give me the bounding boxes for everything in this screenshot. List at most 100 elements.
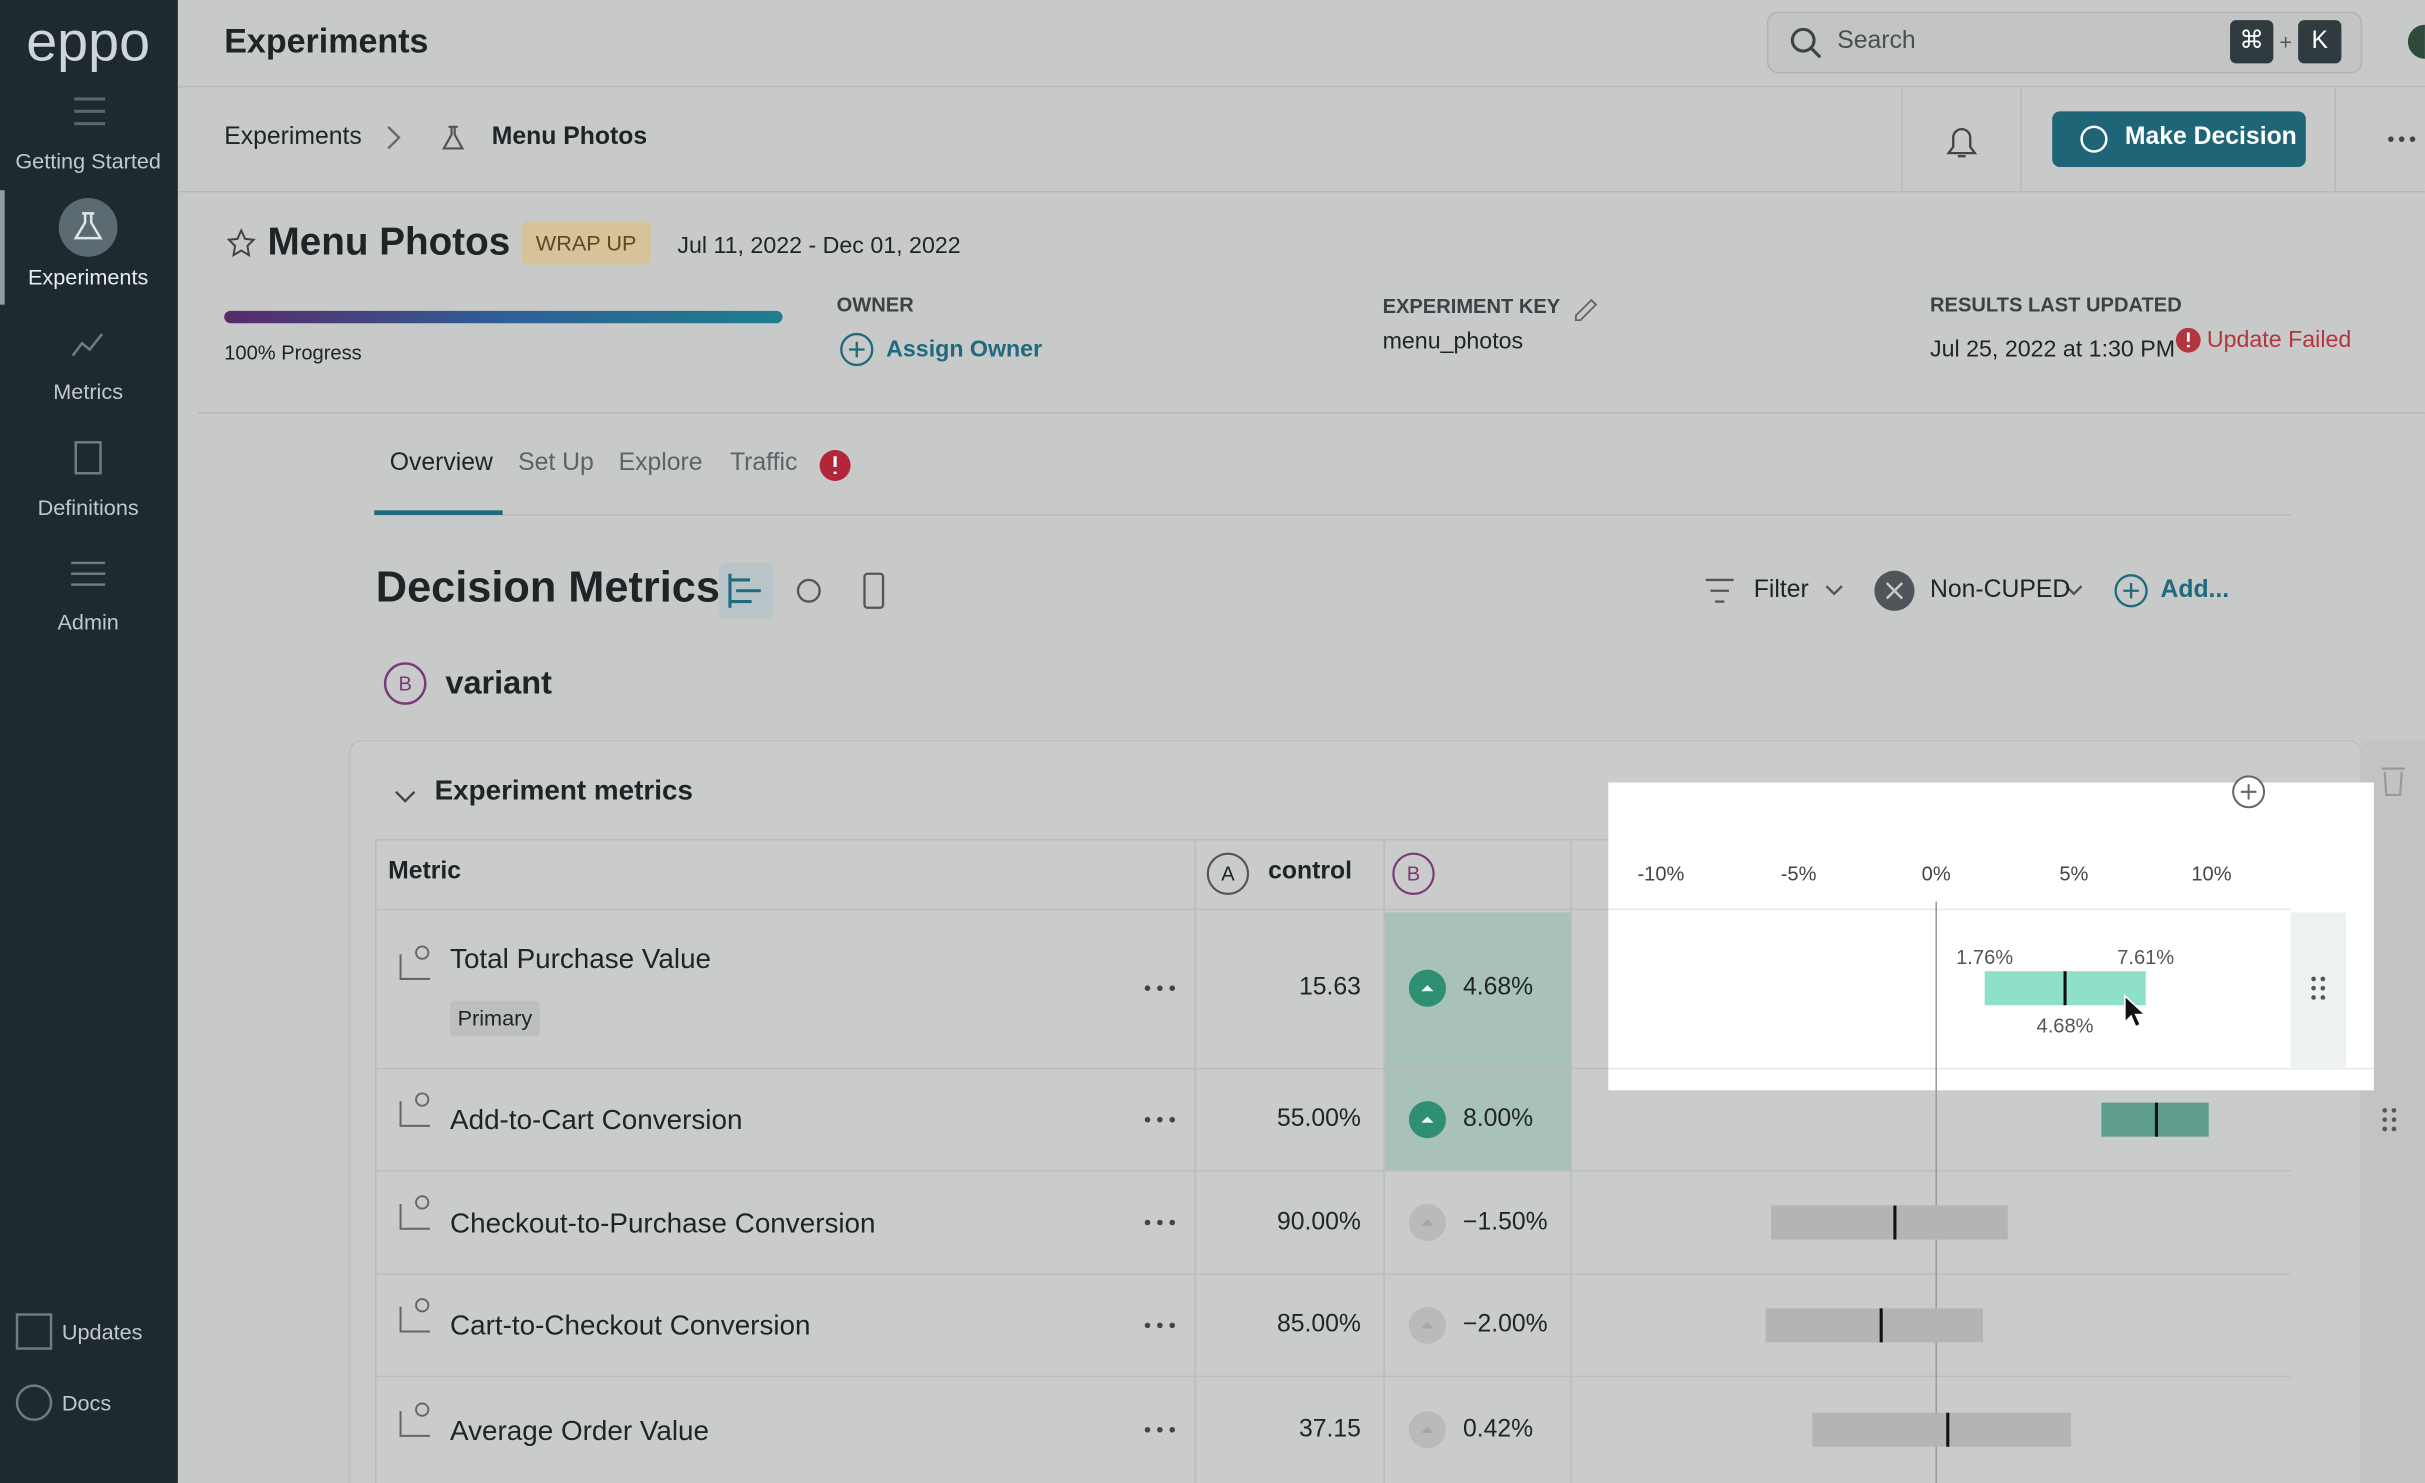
icon-bell[interactable] [1946, 128, 1978, 158]
text: + [2279, 29, 2293, 55]
text: Non-CUPED [1930, 576, 2071, 604]
text: Average Order Value [450, 1414, 709, 1446]
icon-help [15, 1384, 53, 1421]
text: Set Up [518, 450, 594, 477]
text: Primary [457, 1005, 533, 1030]
text: 0.42% [1462, 1415, 1534, 1443]
icon-list [74, 97, 106, 126]
drag-handle [2382, 1108, 2388, 1113]
dividers [1901, 88, 2336, 192]
icon-more [1169, 1219, 1176, 1226]
key [2298, 20, 2342, 64]
avatar[interactable] [2407, 24, 2425, 59]
active-indicator [0, 190, 5, 305]
text: 55.00% [1276, 1105, 1361, 1133]
lift-arrow [1421, 1322, 1434, 1329]
status-badge [521, 221, 652, 265]
icon-microscope[interactable] [863, 572, 885, 609]
lift-arrow [1421, 1219, 1434, 1226]
ci-bar [1765, 1308, 1984, 1343]
text: Overview [389, 450, 493, 477]
text: Update Failed [2206, 327, 2352, 354]
icon-plus[interactable] [2114, 574, 2148, 608]
text: Docs [61, 1390, 112, 1416]
text: −1.50% [1462, 1208, 1548, 1235]
icon-more [1144, 1322, 1151, 1329]
icon-explore[interactable] [796, 578, 821, 603]
icon-more [1144, 985, 1151, 991]
text: Definitions [37, 494, 139, 520]
icon-trash[interactable] [2381, 767, 2405, 796]
icon-more [1157, 1322, 1163, 1329]
text: 1.76% [1956, 945, 2014, 969]
text: 100% Progress [224, 341, 362, 365]
text: Total Purchase Value [450, 943, 712, 975]
chevron[interactable] [1825, 585, 2083, 596]
treatment-badge [1392, 852, 1435, 895]
text: Admin [57, 609, 119, 635]
text: Decision Metrics [375, 562, 720, 611]
lift-arrow [1421, 985, 1434, 992]
text: 5% [2059, 862, 2089, 886]
text: 90.00% [1276, 1208, 1361, 1235]
lift-arrow [1421, 1116, 1434, 1123]
icon-flask [442, 125, 465, 150]
text: Add-to-Cart Conversion [450, 1104, 743, 1136]
icon-plus[interactable] [840, 332, 874, 367]
icon-book [74, 441, 102, 475]
icon-more[interactable] [2388, 136, 2416, 142]
text: 7.61% [2117, 945, 2175, 969]
icon-more [1169, 985, 1176, 991]
icon-metric [399, 1411, 430, 1437]
icon-gift [15, 1313, 53, 1350]
progress-bar [224, 310, 783, 324]
text: control [1268, 858, 1352, 885]
icon-metric [399, 1101, 430, 1127]
search-box[interactable] [1766, 11, 2363, 74]
text: Experiment metrics [434, 774, 693, 806]
key [2230, 20, 2274, 64]
icon-edit[interactable] [1574, 298, 1598, 322]
icon-bars [728, 573, 761, 608]
text: OWNER [836, 293, 914, 317]
text: variant [445, 665, 552, 702]
nav-active-icon[interactable] [58, 197, 118, 257]
text: 10% [2191, 862, 2232, 886]
text: -10% [1637, 862, 1685, 886]
text: WRAP UP [535, 230, 637, 256]
icon-add [2240, 784, 2257, 800]
drag-handle [2391, 1117, 2397, 1122]
text: Getting Started [15, 148, 161, 174]
drag-handle [2391, 1108, 2397, 1113]
text: 8.00% [1462, 1105, 1534, 1133]
lift-arrow [1421, 1426, 1434, 1433]
text: B [398, 671, 412, 696]
text: Jul 11, 2022 - Dec 01, 2022 [677, 232, 961, 260]
icon-more [1157, 1219, 1163, 1226]
icon-flask [73, 212, 103, 240]
text: −2.00% [1462, 1311, 1548, 1338]
text: 85.00% [1276, 1311, 1361, 1338]
make-decision-button[interactable] [2052, 111, 2306, 168]
icon-gear [415, 1402, 430, 1417]
text: Experiments [224, 123, 362, 151]
chevron[interactable] [395, 790, 416, 803]
text: Make Decision [2124, 123, 2297, 151]
icon-more [1157, 1426, 1163, 1433]
icon-more [1169, 1322, 1176, 1329]
icon-metric [399, 1306, 430, 1333]
text: B [1406, 862, 1421, 886]
drag-handle [2320, 985, 2326, 991]
icon-more [1144, 1219, 1151, 1226]
drag-handle [2382, 1117, 2388, 1122]
icon-gear [415, 1298, 430, 1313]
icon-more [1157, 1116, 1163, 1123]
text: Checkout-to-Purchase Conversion [450, 1207, 876, 1238]
text: Experiments [27, 264, 149, 290]
icon-star[interactable] [226, 227, 256, 258]
text: -5% [1780, 862, 1817, 886]
icon-gear [415, 1195, 430, 1210]
text: Filter [1753, 576, 1809, 604]
text: Updates [61, 1319, 143, 1344]
